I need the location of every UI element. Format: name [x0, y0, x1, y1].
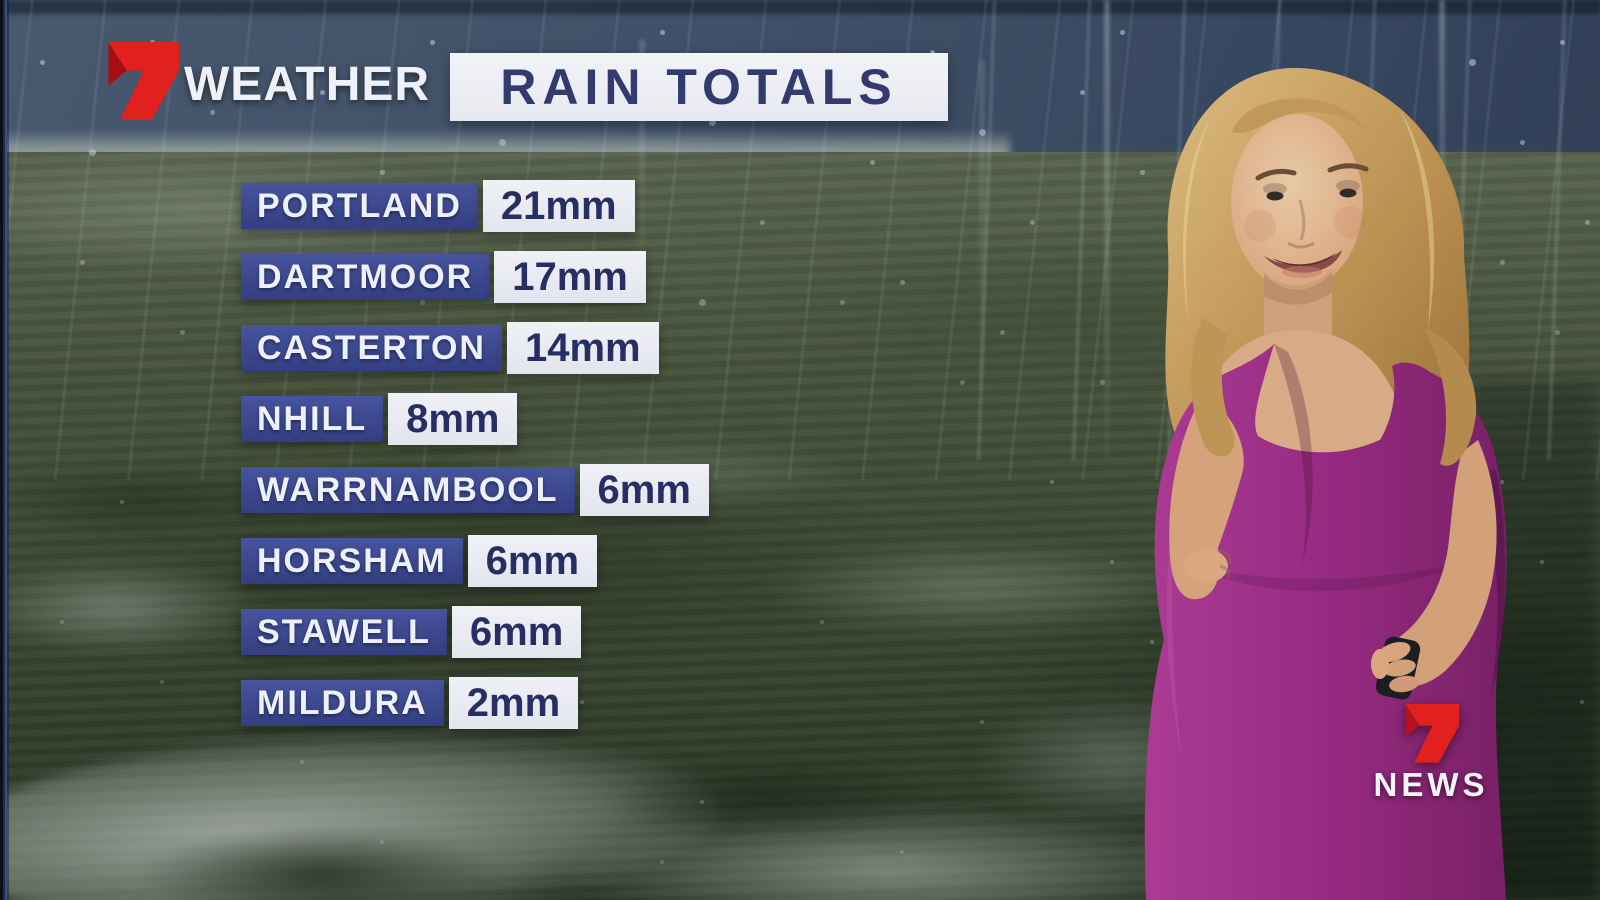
hair-highlight [1183, 110, 1435, 330]
town-label: DARTMOOR [241, 254, 490, 300]
seven-news-logo-icon [1405, 703, 1460, 763]
rain-value: 2mm [448, 677, 579, 729]
rain-value: 6mm [451, 606, 582, 658]
puddle [0, 560, 260, 655]
left-hand [1184, 549, 1228, 583]
neck-shadow [1264, 272, 1332, 305]
rain-value: 6mm [579, 464, 709, 516]
town-label: WARRNAMBOOL [241, 467, 575, 513]
rain-streak [1440, 0, 1444, 300]
town-label: NHILL [241, 396, 384, 442]
page-title: RAIN TOTALS [450, 53, 948, 121]
right-finger [1389, 675, 1419, 693]
dress-waist-fold [1178, 558, 1482, 592]
rain-value: 8mm [388, 393, 518, 445]
town-label: STAWELL [241, 609, 447, 655]
mouth-interior [1272, 253, 1336, 266]
seven-network-logo-icon [108, 42, 179, 120]
presenter-face [1231, 114, 1363, 290]
dress-fold [1274, 344, 1313, 566]
mouth [1264, 250, 1342, 273]
town-label: CASTERTON [241, 325, 502, 371]
hair-fringe [1232, 98, 1370, 134]
news-watermark-label: NEWS [1373, 766, 1489, 803]
right-eye [1339, 188, 1357, 198]
town-label: HORSHAM [241, 538, 463, 584]
seven-news-watermark: NEWS [1358, 694, 1504, 804]
rain-total-row: NHILL 8mm [241, 393, 709, 445]
rain-value: 14mm [506, 322, 659, 374]
rain-value: 21mm [482, 180, 635, 232]
rain-streak [980, 60, 984, 390]
rain-total-row: HORSHAM 6mm [241, 535, 709, 587]
left-fingers [1217, 548, 1232, 579]
nose-shadow [1287, 241, 1315, 249]
hair-tip-right [1424, 328, 1477, 466]
grass-clump [610, 755, 930, 840]
rain-streak [1105, 0, 1109, 460]
rain-total-row: PORTLAND 21mm [241, 180, 709, 232]
rain-total-row: DARTMOOR 17mm [241, 251, 709, 303]
town-label: PORTLAND [241, 183, 478, 229]
right-thumb [1371, 649, 1389, 679]
rain-totals-list: PORTLAND 21mm DARTMOOR 17mm CASTERTON 14… [241, 180, 709, 729]
rain-total-row: STAWELL 6mm [241, 606, 709, 658]
nose [1298, 199, 1306, 241]
rain-total-row: MILDURA 2mm [241, 677, 709, 729]
hair-tip-left [1191, 318, 1235, 457]
cheek-blush [1334, 206, 1366, 238]
town-label: MILDURA [241, 680, 444, 726]
grass-clump [140, 825, 500, 900]
left-eye [1266, 191, 1284, 201]
presenter-right-arm [1382, 440, 1497, 687]
rain-total-row: WARRNAMBOOL 6mm [241, 464, 709, 516]
rain-streak [640, 40, 644, 280]
left-brow [1255, 168, 1297, 181]
lower-lip [1282, 266, 1322, 278]
eye-shadow [1263, 183, 1287, 195]
cheek-blush [1244, 210, 1276, 242]
right-finger [1384, 659, 1416, 677]
frame-left-edge [0, 0, 9, 900]
weather-brand-label: WEATHER [184, 58, 431, 111]
dress-side-shadow [1482, 470, 1506, 700]
page-title-text: RAIN TOTALS [500, 59, 898, 115]
puddle [760, 540, 1190, 635]
right-brow [1327, 163, 1369, 173]
eye-shadow [1336, 180, 1360, 192]
rain-total-row: CASTERTON 14mm [241, 322, 709, 374]
frame-top-edge [0, 0, 1600, 14]
rain-value: 17mm [494, 251, 646, 303]
rain-value: 6mm [467, 535, 598, 587]
